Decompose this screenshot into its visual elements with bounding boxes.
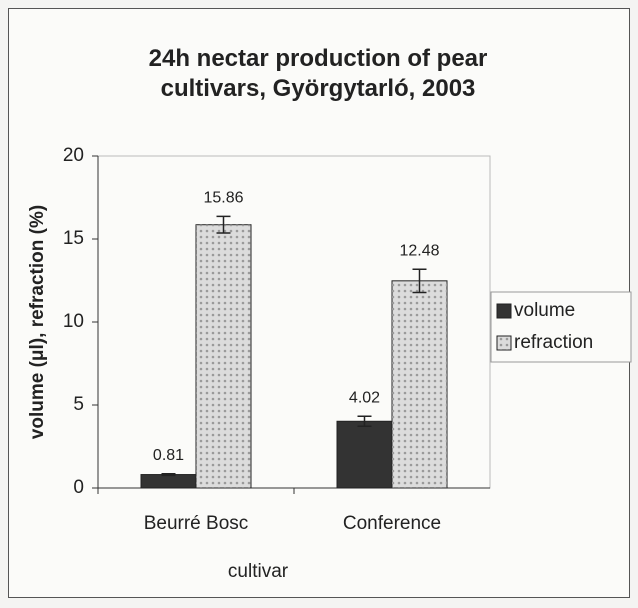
x-axis-label: cultivar	[228, 561, 289, 582]
data-label: 0.81	[153, 447, 184, 464]
x-tick-label: Conference	[343, 513, 441, 534]
y-tick-label: 0	[73, 477, 84, 498]
legend-box	[490, 291, 632, 363]
y-axis-label: volume (μl), refraction (%)	[27, 205, 48, 439]
chart-title: 24h nectar production of pear cultivars,…	[148, 45, 488, 102]
error-bar	[161, 472, 176, 477]
bar-pattern	[392, 280, 447, 488]
error-bar	[357, 415, 372, 427]
data-label: 12.48	[399, 242, 439, 259]
y-tick-label: 15	[63, 228, 84, 249]
bar	[336, 420, 393, 489]
y-tick-label: 10	[63, 311, 84, 332]
legend-label: refraction	[514, 332, 593, 353]
y-tick-label: 5	[73, 394, 84, 415]
x-tick-label: Beurré Bosc	[144, 513, 249, 534]
legend-swatch-pattern	[497, 336, 511, 350]
y-tick-label: 20	[63, 145, 84, 166]
legend-swatch	[496, 303, 512, 319]
data-label: 4.02	[349, 390, 380, 407]
bar-pattern	[196, 224, 251, 488]
legend-label: volume	[514, 300, 575, 321]
bar	[140, 474, 197, 489]
error-bar	[412, 268, 427, 294]
data-label: 15.86	[203, 190, 243, 207]
error-bar	[216, 215, 231, 234]
